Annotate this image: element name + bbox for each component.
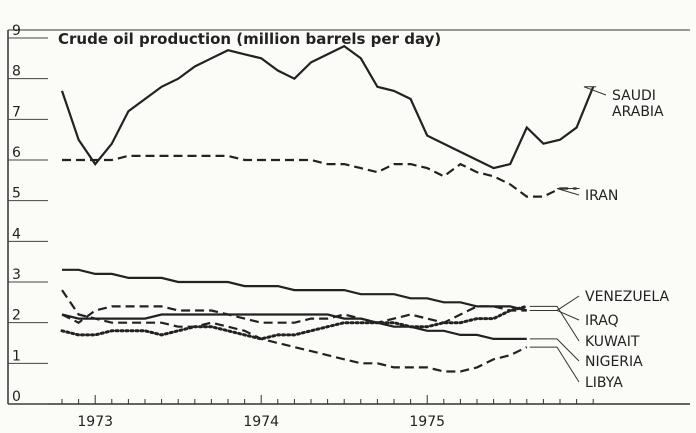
y-tick-label: 7 bbox=[12, 104, 21, 120]
series-label: VENEZUELA bbox=[585, 289, 670, 305]
y-tick-label: 6 bbox=[12, 145, 21, 161]
y-tick-label: 9 bbox=[12, 23, 21, 39]
series-label: IRAN bbox=[585, 188, 618, 204]
leader-line bbox=[529, 338, 580, 362]
series-line bbox=[61, 289, 528, 373]
series-line bbox=[62, 154, 577, 198]
leader-line bbox=[529, 305, 580, 342]
leader-line bbox=[529, 309, 580, 321]
series-line bbox=[60, 304, 529, 341]
x-tick-label: 1974 bbox=[243, 414, 279, 430]
series-line bbox=[62, 268, 528, 312]
y-tick-label: 5 bbox=[12, 186, 21, 202]
y-tick-label: 4 bbox=[12, 226, 21, 242]
x-tick-label: 1973 bbox=[77, 414, 113, 430]
series-label: SAUDI ARABIA bbox=[612, 88, 664, 120]
leader-line bbox=[583, 86, 607, 96]
leader-line bbox=[556, 187, 580, 196]
series-label: LIBYA bbox=[585, 375, 623, 391]
series-line bbox=[61, 305, 527, 324]
series-label-line: ARABIA bbox=[612, 104, 664, 120]
x-tick-label: 1975 bbox=[409, 414, 445, 430]
series-label: KUWAIT bbox=[585, 334, 640, 350]
y-tick-label: 3 bbox=[12, 267, 21, 283]
series-line bbox=[60, 44, 595, 170]
series-line bbox=[61, 313, 527, 340]
y-tick-label: 8 bbox=[12, 64, 21, 80]
series-label: IRAQ bbox=[585, 313, 619, 329]
y-tick-label: 2 bbox=[12, 308, 21, 324]
leader-line bbox=[529, 346, 580, 383]
leader-line bbox=[529, 295, 580, 311]
series-label-line: SAUDI bbox=[612, 88, 656, 104]
chart-title: Crude oil production (million barrels pe… bbox=[58, 30, 441, 48]
y-tick-label: 1 bbox=[12, 348, 21, 364]
y-tick-label: 0 bbox=[12, 389, 21, 405]
series-label: NIGERIA bbox=[585, 354, 643, 370]
